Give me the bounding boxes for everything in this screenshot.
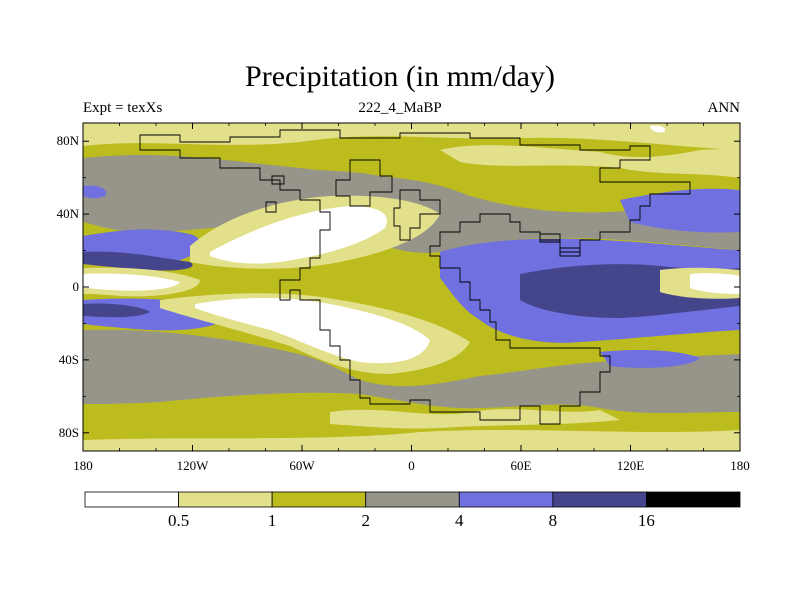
y-tick-label: 40N bbox=[57, 206, 80, 221]
field-dry-equatorial-west bbox=[83, 273, 180, 291]
greenland-outline bbox=[335, 159, 393, 207]
field-arctic-light bbox=[83, 123, 740, 150]
island-north-west bbox=[271, 175, 285, 185]
y-axis: 80N 40N 0 40S 80S bbox=[57, 133, 740, 440]
x-tick-label: 120E bbox=[617, 458, 645, 473]
y-tick-label: 40S bbox=[59, 352, 79, 367]
field-itcz-dark-southpac bbox=[83, 303, 150, 318]
colorbar-label: 4 bbox=[455, 511, 464, 530]
field-arctic-patches bbox=[440, 145, 740, 178]
landmass-north bbox=[139, 129, 691, 425]
field-south-indian-blue bbox=[600, 350, 700, 368]
europe-outline bbox=[393, 189, 441, 241]
colorbar-swatch bbox=[178, 491, 273, 508]
colorbar-swatch bbox=[84, 491, 179, 508]
x-axis: 180 120W 60W 0 60E 120E 180 bbox=[73, 123, 750, 473]
field-dry-equatorial-east bbox=[690, 273, 740, 294]
south-asia-outline bbox=[539, 233, 561, 243]
y-tick-label: 80S bbox=[59, 425, 79, 440]
colorbar-label: 16 bbox=[638, 511, 655, 530]
colorbar-label: 1 bbox=[268, 511, 277, 530]
y-tick-label: 80N bbox=[57, 133, 80, 148]
x-tick-label: 60W bbox=[289, 458, 315, 473]
colorbar-label: 0.5 bbox=[168, 511, 189, 530]
field-antarctic-light bbox=[83, 430, 740, 451]
experiment-label: Expt = texXs bbox=[83, 100, 163, 116]
colorbar-label: 2 bbox=[361, 511, 370, 530]
colorbar-swatch bbox=[365, 491, 460, 508]
continent-outlines bbox=[139, 129, 691, 425]
colorbar-swatch bbox=[271, 491, 367, 508]
field-itcz-dark-pacific bbox=[83, 251, 193, 271]
colorbar: 0.5 1 2 4 8 16 bbox=[84, 491, 741, 530]
time-label: 222_4_MaBP bbox=[358, 100, 442, 116]
colorbar-swatch bbox=[552, 491, 647, 508]
plot-title: Precipitation (in mm/day) bbox=[245, 60, 555, 93]
x-tick-label: 120W bbox=[177, 458, 210, 473]
season-label: ANN bbox=[707, 100, 741, 116]
island-north-west-2 bbox=[265, 201, 277, 213]
colorbar-swatch bbox=[458, 491, 554, 508]
field-dry-arctic-spot bbox=[650, 125, 666, 133]
field-dry-north bbox=[210, 206, 387, 264]
x-tick-label: 180 bbox=[730, 458, 750, 473]
indonesia-outline bbox=[559, 247, 581, 257]
precip-field bbox=[83, 123, 740, 451]
x-tick-label: 0 bbox=[408, 458, 415, 473]
y-tick-label: 0 bbox=[73, 279, 80, 294]
field-south-grey bbox=[83, 329, 740, 413]
x-tick-label: 180 bbox=[73, 458, 93, 473]
field-dry-south bbox=[195, 298, 430, 364]
field-north-atlantic-blue bbox=[83, 185, 107, 199]
colorbar-label: 8 bbox=[549, 511, 558, 530]
x-tick-label: 60E bbox=[511, 458, 532, 473]
colorbar-swatch bbox=[646, 491, 741, 508]
